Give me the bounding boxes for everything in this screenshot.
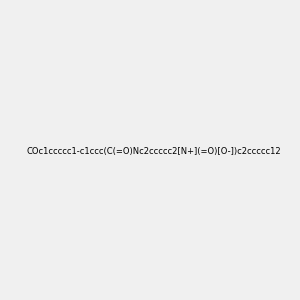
Text: COc1ccccc1-c1ccc(C(=O)Nc2ccccc2[N+](=O)[O-])c2ccccc12: COc1ccccc1-c1ccc(C(=O)Nc2ccccc2[N+](=O)[… xyxy=(26,147,281,156)
